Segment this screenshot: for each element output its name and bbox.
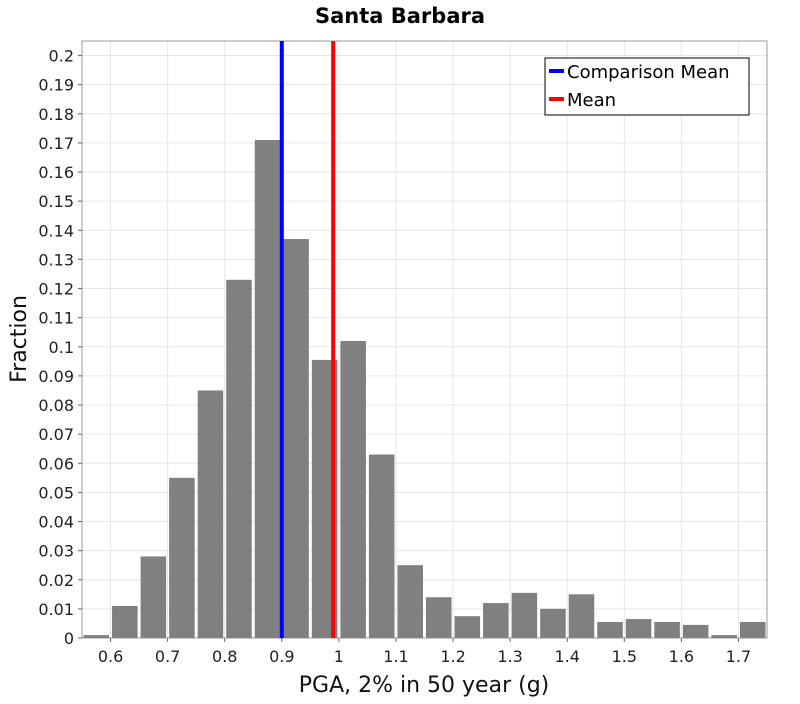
histogram-bar: [112, 605, 138, 638]
y-tick-label: 0.07: [38, 425, 74, 444]
histogram-bar: [83, 635, 110, 638]
legend-box: [544, 57, 750, 116]
y-tick-label: 0.02: [38, 571, 74, 590]
histogram-bar: [597, 621, 623, 638]
histogram-bar: [568, 594, 595, 638]
y-tick-label: 0.19: [38, 76, 74, 95]
y-tick-label: 0.09: [38, 367, 74, 386]
y-tick-label: 0.18: [38, 105, 74, 124]
x-tick-label: 1.6: [669, 647, 694, 666]
histogram-bar: [340, 340, 366, 638]
legend-label-mean: Mean: [567, 90, 616, 111]
legend-label-comparison-mean: Comparison Mean: [567, 62, 730, 83]
histogram-bar: [169, 477, 195, 638]
y-tick-label: 0.1: [49, 338, 74, 357]
histogram-bar: [511, 592, 538, 638]
histogram-bar: [254, 140, 281, 638]
y-tick-label: 0.14: [38, 221, 74, 240]
histogram-bar: [226, 279, 252, 638]
x-axis-label: PGA, 2% in 50 year (g): [299, 673, 550, 698]
histogram-bar: [454, 616, 481, 638]
y-tick-label: 0.11: [38, 309, 74, 328]
y-axis-label: Fraction: [7, 295, 32, 383]
x-tick-label: 1.2: [440, 647, 465, 666]
x-tick-label: 1.1: [383, 647, 408, 666]
y-tick-label: 0.12: [38, 280, 74, 299]
x-tick-label: 0.6: [98, 647, 123, 666]
y-tick-label: 0.15: [38, 192, 74, 211]
x-tick-label: 0.8: [212, 647, 237, 666]
y-tick-label: 0.2: [49, 47, 74, 66]
y-axis-ticks: 0 0.01 0.02 0.03 0.04 0.05 0.06 0.07 0.08 0.09 0.1…: [38, 47, 82, 648]
histogram-bar: [625, 619, 652, 638]
histogram-bar: [426, 597, 452, 638]
x-tick-label: 0.7: [155, 647, 180, 666]
histogram-bar: [397, 565, 423, 638]
x-axis-ticks: 0.6 0.7 0.8 0.9 1 1.1 1.2 1.3 1.4 1.5 1.6 1.7: [98, 638, 751, 666]
legend: Comparison Mean Mean: [544, 57, 750, 116]
histogram-bar: [283, 239, 309, 638]
histogram-bar: [368, 454, 395, 638]
plot-area: [81, 40, 768, 639]
x-tick-label: 1: [334, 647, 344, 666]
y-tick-label: 0.03: [38, 542, 74, 561]
y-tick-label: 0.01: [38, 600, 74, 619]
y-tick-label: 0.16: [38, 163, 74, 182]
histogram-bars: [83, 140, 766, 638]
histogram-bar: [711, 635, 737, 638]
histogram-bar: [654, 621, 680, 638]
histogram-bar: [483, 603, 509, 638]
chart-title: Santa Barbara: [315, 4, 485, 28]
y-tick-label: 0.05: [38, 483, 74, 502]
x-tick-label: 0.9: [269, 647, 294, 666]
mean-lines: [279, 41, 336, 638]
y-tick-label: 0.08: [38, 396, 74, 415]
x-tick-label: 1.5: [612, 647, 637, 666]
histogram-bar: [540, 608, 566, 638]
x-tick-label: 1.7: [726, 647, 751, 666]
y-tick-label: 0.17: [38, 134, 74, 153]
y-tick-label: 0.04: [38, 513, 74, 532]
y-tick-label: 0.06: [38, 454, 74, 473]
histogram-bar: [140, 556, 167, 638]
histogram-bar: [739, 621, 766, 638]
histogram-bar: [682, 624, 709, 638]
histogram-bar: [197, 390, 224, 638]
y-tick-label: 0.13: [38, 250, 74, 269]
x-tick-label: 1.3: [497, 647, 522, 666]
x-tick-label: 1.4: [554, 647, 579, 666]
y-tick-label: 0: [64, 629, 74, 648]
